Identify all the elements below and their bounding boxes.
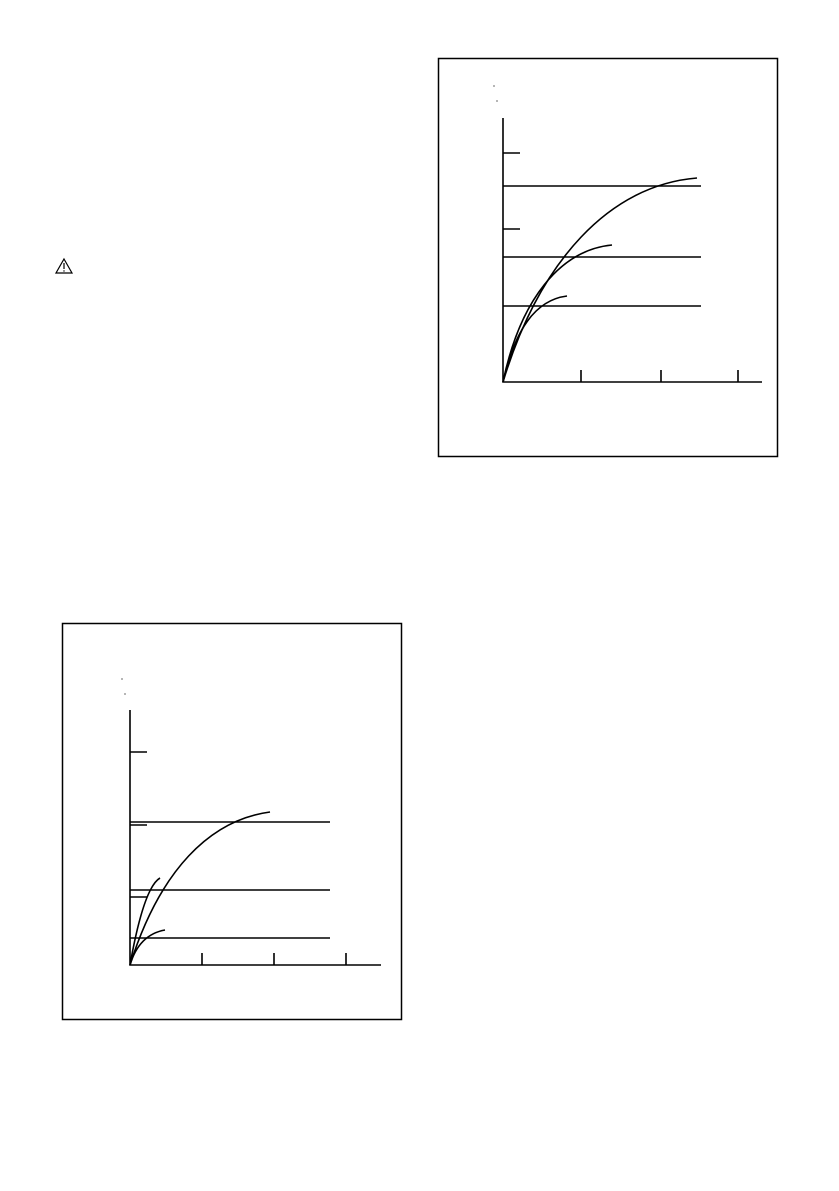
figure-bottom xyxy=(61,622,403,1021)
figure-top xyxy=(437,57,779,458)
warning-icon xyxy=(54,257,74,274)
